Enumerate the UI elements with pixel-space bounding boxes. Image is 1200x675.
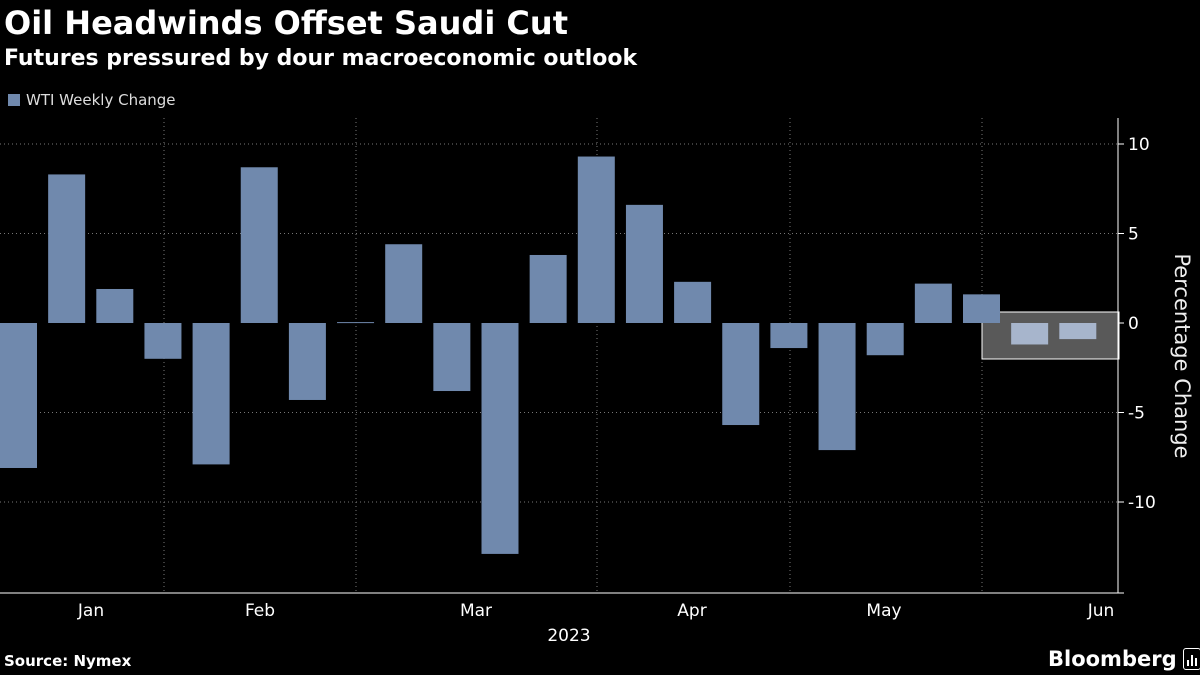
y-axis: 10 5 0 -5 -10: [1117, 118, 1156, 594]
y-axis-title: Percentage Change: [1170, 253, 1194, 459]
x-axis: Jan Feb Mar Apr May Jun 2023: [77, 601, 1114, 646]
x-tick-label: Mar: [460, 601, 492, 621]
gridlines: [0, 118, 1118, 594]
x-tick-label: Apr: [677, 601, 706, 621]
x-tick-label: Jan: [77, 601, 104, 621]
bloomberg-logo: Bloomberg: [1048, 647, 1200, 671]
chart-subtitle: Futures pressured by dour macroeconomic …: [4, 46, 638, 71]
bar: [240, 167, 278, 323]
bar: [722, 323, 760, 426]
bar: [192, 323, 230, 465]
bar: [1011, 323, 1049, 345]
bar: [144, 323, 182, 359]
bar: [337, 322, 375, 324]
y-tick-label: -5: [1128, 404, 1145, 424]
highlight-region: [981, 311, 1120, 360]
bar: [433, 323, 471, 392]
chart-title: Oil Headwinds Offset Saudi Cut: [4, 4, 568, 42]
bar: [48, 174, 86, 323]
bar: [0, 323, 37, 468]
bar: [96, 288, 134, 323]
bar: [770, 323, 808, 349]
legend-label: WTI Weekly Change: [26, 91, 176, 109]
bars: [0, 156, 1097, 554]
source-note: Source: Nymex: [4, 652, 132, 670]
y-tick-label: 5: [1128, 225, 1139, 245]
bar: [481, 323, 519, 554]
legend: WTI Weekly Change: [8, 91, 176, 109]
x-year-label: 2023: [547, 626, 590, 646]
bar: [1059, 323, 1097, 340]
bar: [288, 323, 326, 400]
y-tick-label: -10: [1128, 493, 1156, 513]
bar: [963, 294, 1000, 323]
x-tick-label: Jun: [1087, 601, 1115, 621]
y-tick-label: 0: [1128, 314, 1139, 334]
bar: [914, 283, 952, 323]
bar: [577, 156, 615, 323]
bar: [385, 244, 423, 323]
bar: [529, 254, 567, 323]
bar: [818, 323, 856, 451]
legend-swatch: [8, 94, 20, 106]
y-tick-label: 10: [1128, 135, 1150, 155]
highlight-box: [981, 311, 1120, 360]
brand-name: Bloomberg: [1048, 647, 1177, 671]
bar: [674, 281, 712, 323]
bar: [625, 204, 663, 323]
bar: [866, 323, 904, 356]
bloomberg-chart-icon: [1182, 648, 1200, 670]
x-tick-label: May: [866, 601, 901, 621]
x-tick-label: Feb: [245, 601, 275, 621]
